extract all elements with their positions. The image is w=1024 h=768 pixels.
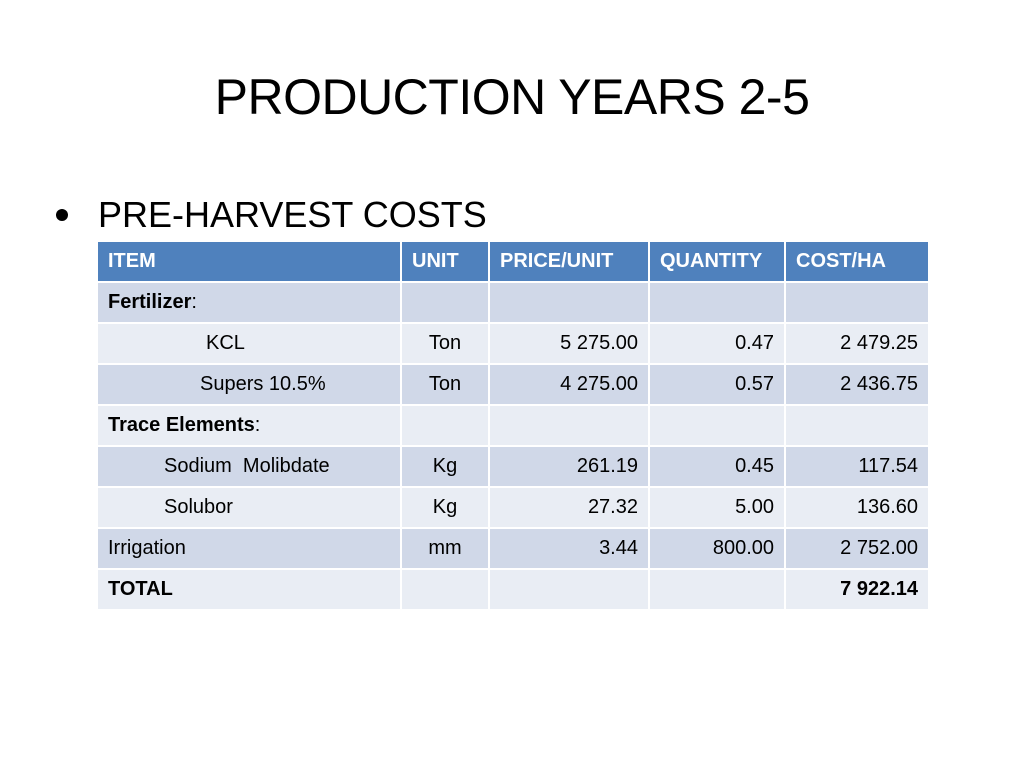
total-cost-cell: 7 922.14 [784, 568, 930, 611]
table-row: Irrigation mm 3.44 800.00 2 752.00 [96, 527, 930, 570]
cost-cell: 2 752.00 [784, 527, 930, 570]
item-cell: Fertilizer: [96, 281, 402, 324]
table-header-row: ITEM UNIT PRICE/UNIT QUANTITY COST/HA [96, 240, 930, 283]
unit-cell: mm [400, 527, 490, 570]
price-cell [488, 568, 650, 611]
header-item: ITEM [96, 240, 402, 283]
bullet-dot-icon [56, 209, 68, 221]
unit-cell: Ton [400, 363, 490, 406]
header-cost-ha: COST/HA [784, 240, 930, 283]
price-cell: 3.44 [488, 527, 650, 570]
category-colon: : [191, 291, 197, 313]
category-colon: : [254, 414, 261, 436]
cost-cell: 2 436.75 [784, 363, 930, 406]
slide-title: PRODUCTION YEARS 2-5 [214, 69, 810, 125]
item-cell: Solubor [96, 486, 402, 529]
item-cell: Irrigation [96, 527, 402, 570]
cost-table: ITEM UNIT PRICE/UNIT QUANTITY COST/HA Fe… [96, 240, 930, 611]
table-row: Fertilizer: [96, 281, 930, 324]
price-cell: 5 275.00 [488, 322, 650, 365]
cost-cell: 136.60 [784, 486, 930, 529]
price-cell: 261.19 [488, 445, 650, 488]
unit-cell [400, 404, 490, 447]
cost-cell [784, 281, 930, 324]
header-quantity: QUANTITY [648, 240, 786, 283]
bullet-item: PRE-HARVEST COSTS [56, 194, 487, 236]
item-cell: KCL [96, 322, 402, 365]
cost-cell: 117.54 [784, 445, 930, 488]
cost-cell: 2 479.25 [784, 322, 930, 365]
quantity-cell: 800.00 [648, 527, 786, 570]
price-cell: 4 275.00 [488, 363, 650, 406]
table-row: KCL Ton 5 275.00 0.47 2 479.25 [96, 322, 930, 365]
quantity-cell [648, 568, 786, 611]
quantity-cell: 5.00 [648, 486, 786, 529]
item-cell: Trace Elements: [96, 404, 402, 447]
category-label: Trace Elements [108, 414, 255, 436]
unit-cell [400, 568, 490, 611]
header-price-unit: PRICE/UNIT [488, 240, 650, 283]
unit-cell: Kg [400, 445, 490, 488]
quantity-cell: 0.47 [648, 322, 786, 365]
price-cell [488, 281, 650, 324]
quantity-cell: 0.57 [648, 363, 786, 406]
item-cell: Sodium Molibdate [96, 445, 402, 488]
category-label: Fertilizer [108, 291, 192, 313]
table-row: Supers 10.5% Ton 4 275.00 0.57 2 436.75 [96, 363, 930, 406]
table-row: Sodium Molibdate Kg 261.19 0.45 117.54 [96, 445, 930, 488]
cost-cell [784, 404, 930, 447]
bullet-text: PRE-HARVEST COSTS [98, 194, 487, 235]
unit-cell: Ton [400, 322, 490, 365]
table-row-total: TOTAL 7 922.14 [96, 568, 930, 611]
quantity-cell: 0.45 [648, 445, 786, 488]
price-cell [488, 404, 650, 447]
quantity-cell [648, 281, 786, 324]
header-unit: UNIT [400, 240, 490, 283]
price-cell: 27.32 [488, 486, 650, 529]
total-label: TOTAL [96, 568, 402, 611]
table-row: Solubor Kg 27.32 5.00 136.60 [96, 486, 930, 529]
unit-cell: Kg [400, 486, 490, 529]
unit-cell [400, 281, 490, 324]
quantity-cell [648, 404, 786, 447]
table-row: Trace Elements: [96, 404, 930, 447]
item-cell: Supers 10.5% [96, 363, 402, 406]
